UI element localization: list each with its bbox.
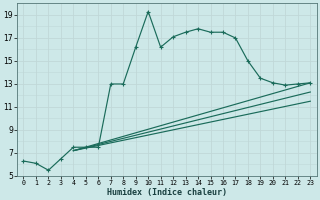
X-axis label: Humidex (Indice chaleur): Humidex (Indice chaleur) — [107, 188, 227, 197]
